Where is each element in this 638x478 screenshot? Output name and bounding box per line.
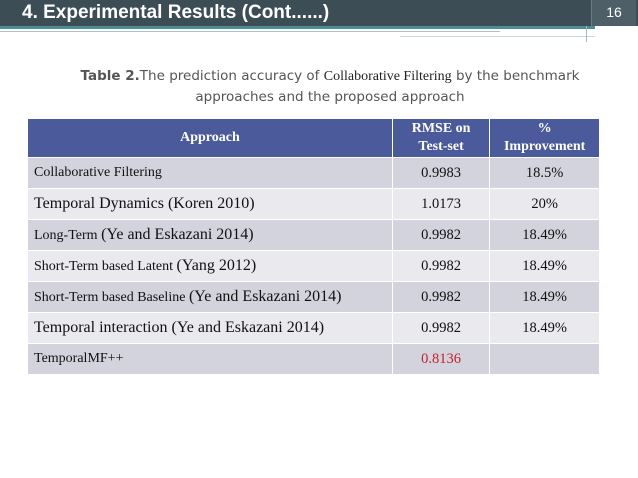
caption-method: Collaborative Filtering: [323, 69, 452, 84]
header-improvement-line1: %: [537, 121, 552, 136]
approach-reference: (Ye and Eskazani 2014): [188, 288, 342, 305]
table-row: Short-Term based Latent (Yang 2012) 0.99…: [27, 250, 600, 282]
rmse-cell: 0.9982: [391, 250, 491, 282]
approach-reference: (Ye and Eskazani 2014): [101, 226, 254, 243]
caption-text: by the benchmark approaches and the prop…: [195, 68, 580, 105]
approach-name: TemporalMF++: [34, 351, 124, 366]
approach-name: Temporal Dynamics (Koren 2010): [34, 195, 255, 212]
approach-cell: Temporal Dynamics (Koren 2010): [27, 188, 393, 220]
table-caption: Table 2.The prediction accuracy of Colla…: [40, 66, 620, 107]
caption-label: Table 2.: [80, 68, 140, 84]
table-row: Temporal interaction (Ye and Eskazani 20…: [27, 312, 600, 344]
approach-name: Temporal interaction (Ye and Eskazani 20…: [34, 319, 325, 336]
rmse-cell: 0.9982: [391, 312, 491, 344]
approach-name: Short-Term based Latent: [34, 259, 177, 274]
approach-name: Collaborative Filtering: [34, 165, 162, 180]
rmse-cell-highlight: 0.8136: [391, 343, 491, 375]
table-row: Temporal Dynamics (Koren 2010) 1.0173 20…: [27, 188, 600, 220]
improvement-cell: 18.49%: [489, 312, 600, 344]
accent-line: [400, 36, 595, 37]
improvement-cell: 18.49%: [489, 219, 600, 251]
slide-number-box: 16: [591, 0, 636, 26]
improvement-cell: [489, 343, 600, 375]
approach-cell: TemporalMF++: [27, 343, 393, 375]
header-approach: Approach: [27, 118, 393, 158]
header-rmse: RMSE on Test-set: [391, 118, 491, 158]
improvement-cell: 18.49%: [489, 281, 600, 313]
approach-reference: (Yang 2012): [176, 257, 257, 274]
slide-title: 4. Experimental Results (Cont......): [22, 2, 330, 23]
slide-header-bar: [0, 0, 638, 26]
improvement-cell: 20%: [489, 188, 600, 220]
caption-text: The prediction accuracy of: [139, 68, 324, 84]
improvement-cell: 18.49%: [489, 250, 600, 282]
table-row: Short-Term based Baseline (Ye and Eskaza…: [27, 281, 600, 313]
approach-cell: Temporal interaction (Ye and Eskazani 20…: [27, 312, 393, 344]
rmse-cell: 1.0173: [391, 188, 491, 220]
accent-line: [586, 26, 587, 42]
accent-line: [0, 26, 595, 29]
accent-line: [0, 31, 500, 32]
approach-cell: Short-Term based Latent (Yang 2012): [27, 250, 393, 282]
table-row: TemporalMF++ 0.8136: [27, 343, 600, 375]
slide-number: 16: [606, 4, 622, 20]
rmse-cell: 0.9982: [391, 219, 491, 251]
results-table: Approach RMSE on Test-set % Improvement …: [27, 118, 600, 375]
header-rmse-line2: Test-set: [418, 139, 464, 154]
header-rmse-line1: RMSE on: [411, 121, 471, 136]
header-improvement: % Improvement: [489, 118, 600, 158]
approach-cell: Short-Term based Baseline (Ye and Eskaza…: [27, 281, 393, 313]
rmse-cell: 0.9982: [391, 281, 491, 313]
table-header-row: Approach RMSE on Test-set % Improvement: [27, 118, 600, 158]
approach-cell: Long-Term (Ye and Eskazani 2014): [27, 219, 393, 251]
approach-name: Long-Term: [34, 228, 102, 243]
table-row: Collaborative Filtering 0.9983 18.5%: [27, 157, 600, 189]
header-improvement-line2: Improvement: [503, 139, 586, 154]
rmse-cell: 0.9983: [391, 157, 491, 189]
approach-name: Short-Term based Baseline: [34, 290, 189, 305]
improvement-cell: 18.5%: [489, 157, 600, 189]
approach-cell: Collaborative Filtering: [27, 157, 393, 189]
table-row: Long-Term (Ye and Eskazani 2014) 0.9982 …: [27, 219, 600, 251]
